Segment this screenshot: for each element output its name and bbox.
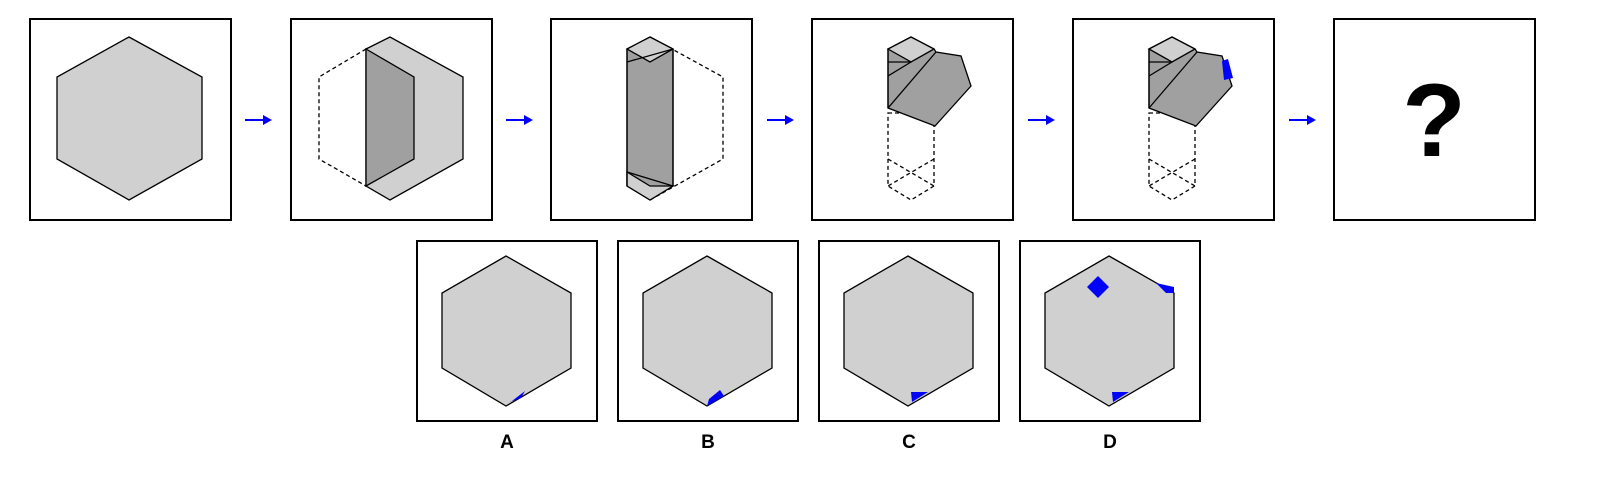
option-a-hexagon bbox=[441, 255, 572, 407]
arrow-1-icon bbox=[245, 113, 273, 131]
option-d-panel[interactable] bbox=[1019, 240, 1201, 422]
folded-flap bbox=[365, 47, 415, 188]
hexagon-paper bbox=[56, 36, 203, 201]
step-5-panel bbox=[1072, 18, 1275, 221]
step-4-panel bbox=[811, 18, 1014, 221]
punched-hole bbox=[1222, 59, 1233, 80]
option-a-hole bbox=[507, 391, 525, 403]
question-mark: ? bbox=[1402, 63, 1466, 179]
option-d-hole-bottom bbox=[1112, 392, 1129, 402]
step-1-panel bbox=[29, 18, 232, 221]
option-b-hole bbox=[707, 390, 724, 406]
option-b-label: B bbox=[701, 432, 715, 453]
arrow-4-icon bbox=[1028, 113, 1056, 131]
option-c-panel[interactable] bbox=[818, 240, 1000, 422]
option-b-panel[interactable] bbox=[617, 240, 799, 422]
option-d-hole-top bbox=[1087, 276, 1109, 298]
arrow-2-icon bbox=[506, 113, 534, 131]
option-c-hole bbox=[911, 392, 928, 402]
arrow-5-icon bbox=[1289, 113, 1317, 131]
option-d-label: D bbox=[1103, 432, 1117, 453]
option-c-hexagon bbox=[843, 255, 974, 407]
option-a-panel[interactable] bbox=[416, 240, 598, 422]
option-d-hole-right bbox=[1156, 283, 1174, 293]
option-a-label: A bbox=[500, 432, 514, 453]
option-c-label: C bbox=[902, 432, 916, 453]
arrow-3-icon bbox=[767, 113, 795, 131]
question-panel: ? bbox=[1333, 18, 1536, 221]
step-2-panel bbox=[290, 18, 493, 221]
step-3-panel bbox=[550, 18, 753, 221]
